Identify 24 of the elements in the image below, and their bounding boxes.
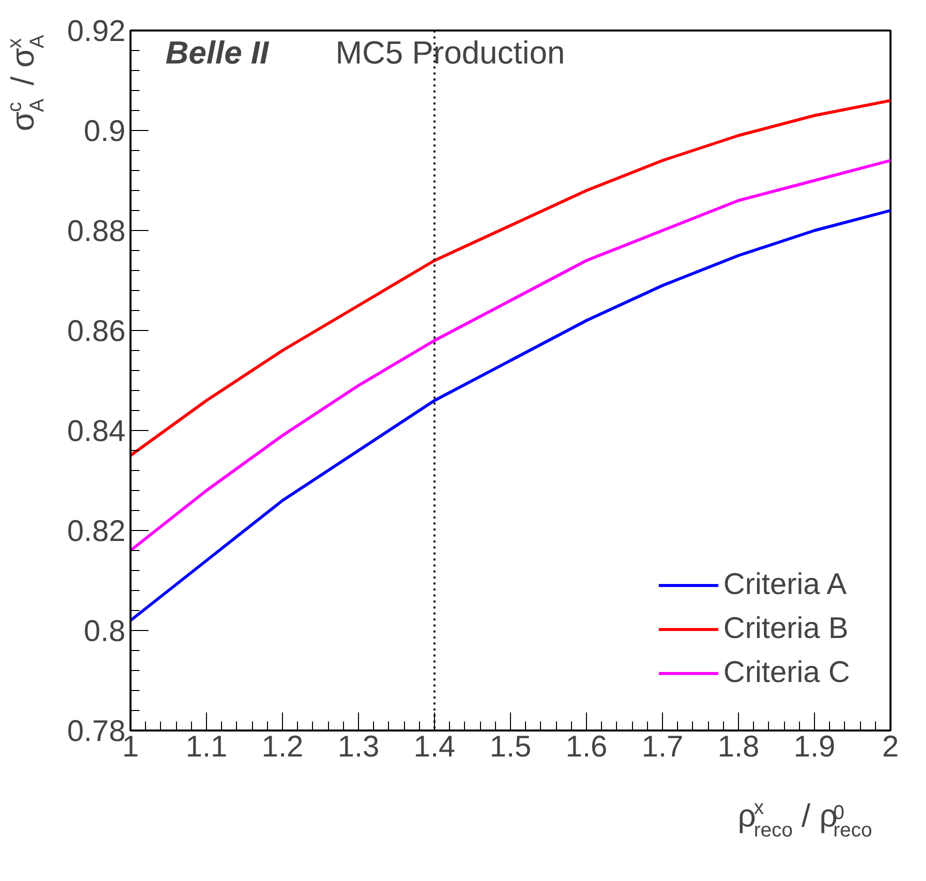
x-tick-label: 1.8 [718,730,760,764]
y-tick-label: 0.9 [84,115,126,148]
annotation: Belle II [166,34,270,70]
annotation: MC5 Production [336,34,565,70]
y-tick-label: 0.8 [84,615,126,648]
x-tick-label: 1.9 [794,730,836,764]
legend-label: Criteria B [723,612,848,646]
x-tick-label: 1.5 [490,730,532,764]
x-tick-label: 2 [882,730,899,764]
legend-label: Criteria C [723,656,850,690]
x-tick-label: 1.3 [338,730,380,764]
y-tick-label: 0.88 [67,215,126,248]
x-tick-label: 1.4 [414,730,456,764]
x-tick-label: 1.2 [262,730,304,764]
y-axis-title: σcA / σxA [4,34,48,132]
x-tick-label: 1.7 [642,730,684,764]
y-tick-label: 0.82 [67,515,126,548]
y-tick-label: 0.78 [67,715,126,748]
y-tick-label: 0.92 [67,15,126,48]
x-tick-label: 1.6 [566,730,608,764]
x-tick-label: 1.1 [186,730,228,764]
y-tick-label: 0.86 [67,315,126,348]
y-tick-label: 0.84 [67,415,126,448]
legend-label: Criteria A [723,568,847,602]
